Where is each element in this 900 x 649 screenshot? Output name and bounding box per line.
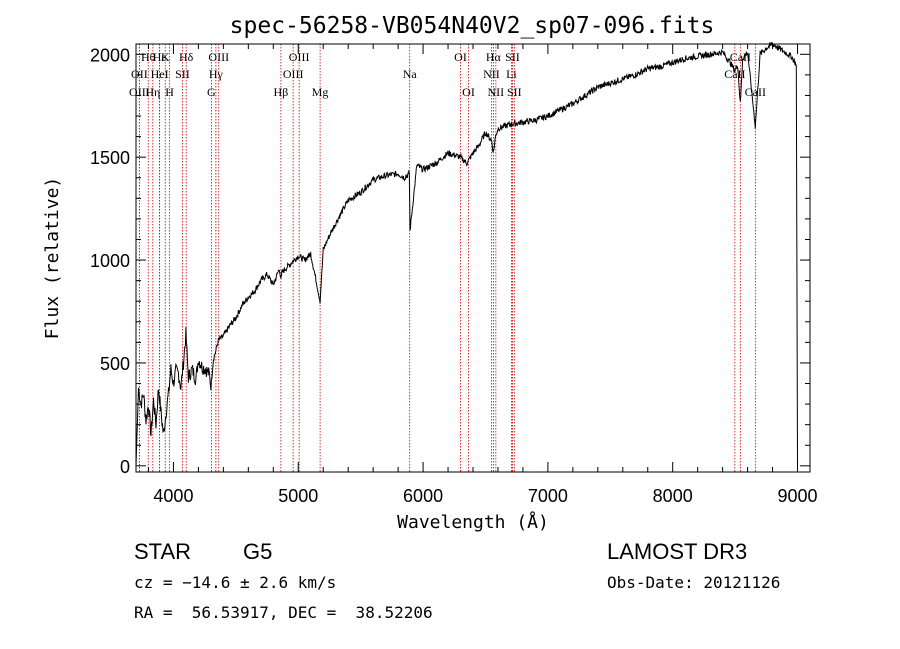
line-label-3: Hη xyxy=(145,85,160,99)
line-label-28: CaII xyxy=(745,85,766,99)
x-axis-ticks: 4000 5000 6000 7000 8000 9000 xyxy=(147,44,818,506)
x-axis-label: Wavelength (Å) xyxy=(397,511,549,533)
line-label-2: OIII xyxy=(129,85,150,99)
chart-title: spec-56258-VB054N40V2_sp07-096.fits xyxy=(230,13,715,39)
line-label-7: H xyxy=(165,85,174,99)
object-class: STAR xyxy=(134,539,192,564)
line-label-4: Hε xyxy=(153,50,167,64)
line-label-11: Hγ xyxy=(209,67,224,81)
x-tick-label: 5000 xyxy=(278,486,318,506)
line-label-0: Hθ xyxy=(141,50,156,64)
y-axis-ticks: 0 500 1000 1500 2000 xyxy=(90,45,810,477)
coordinates: RA = 56.53917, DEC = 38.52206 xyxy=(134,603,433,622)
y-tick-label: 2000 xyxy=(90,45,130,65)
y-axis-label: Flux (relative) xyxy=(42,177,63,340)
x-tick-label: 4000 xyxy=(153,486,193,506)
line-label-27: CaII xyxy=(724,67,745,81)
plot-frame xyxy=(135,43,811,473)
spectral-line-markers xyxy=(138,44,756,472)
y-tick-label: 500 xyxy=(100,354,130,374)
line-label-9: Hδ xyxy=(179,50,194,64)
redshift-velocity: cz = −14.6 ± 2.6 km/s xyxy=(134,573,337,592)
y-tick-label: 1000 xyxy=(90,251,130,271)
line-label-24: NII xyxy=(488,85,505,99)
line-label-5: K xyxy=(161,50,170,64)
line-label-19: OI xyxy=(462,85,475,99)
line-label-21: SII xyxy=(505,50,520,64)
line-label-16: Mg xyxy=(312,85,329,99)
line-label-20: Hα xyxy=(486,50,502,64)
line-label-23: Li xyxy=(506,67,517,81)
line-label-14: OIII xyxy=(289,50,310,64)
line-label-12: G xyxy=(207,85,216,99)
line-label-17: Na xyxy=(403,67,418,81)
object-subclass: G5 xyxy=(243,539,273,564)
y-tick-label: 1500 xyxy=(90,148,130,168)
line-label-18: OI xyxy=(454,50,467,64)
survey-name: LAMOST DR3 xyxy=(607,539,748,564)
line-label-8: SII xyxy=(175,67,190,81)
x-tick-label: 7000 xyxy=(528,486,568,506)
flux-series-line xyxy=(135,41,798,466)
line-label-10: OIII xyxy=(208,50,229,64)
x-tick-label: 8000 xyxy=(653,486,693,506)
x-tick-label: 9000 xyxy=(777,486,817,506)
line-label-25: SII xyxy=(507,85,522,99)
line-label-22: NII xyxy=(483,67,500,81)
line-label-1: OII xyxy=(131,67,148,81)
line-label-15: OIII xyxy=(283,67,304,81)
observation-date: Obs-Date: 20121126 xyxy=(607,573,781,592)
x-tick-label: 6000 xyxy=(403,486,443,506)
y-tick-label: 0 xyxy=(120,457,130,477)
line-label-6: HeI xyxy=(151,67,169,81)
line-label-13: Hβ xyxy=(274,85,289,99)
